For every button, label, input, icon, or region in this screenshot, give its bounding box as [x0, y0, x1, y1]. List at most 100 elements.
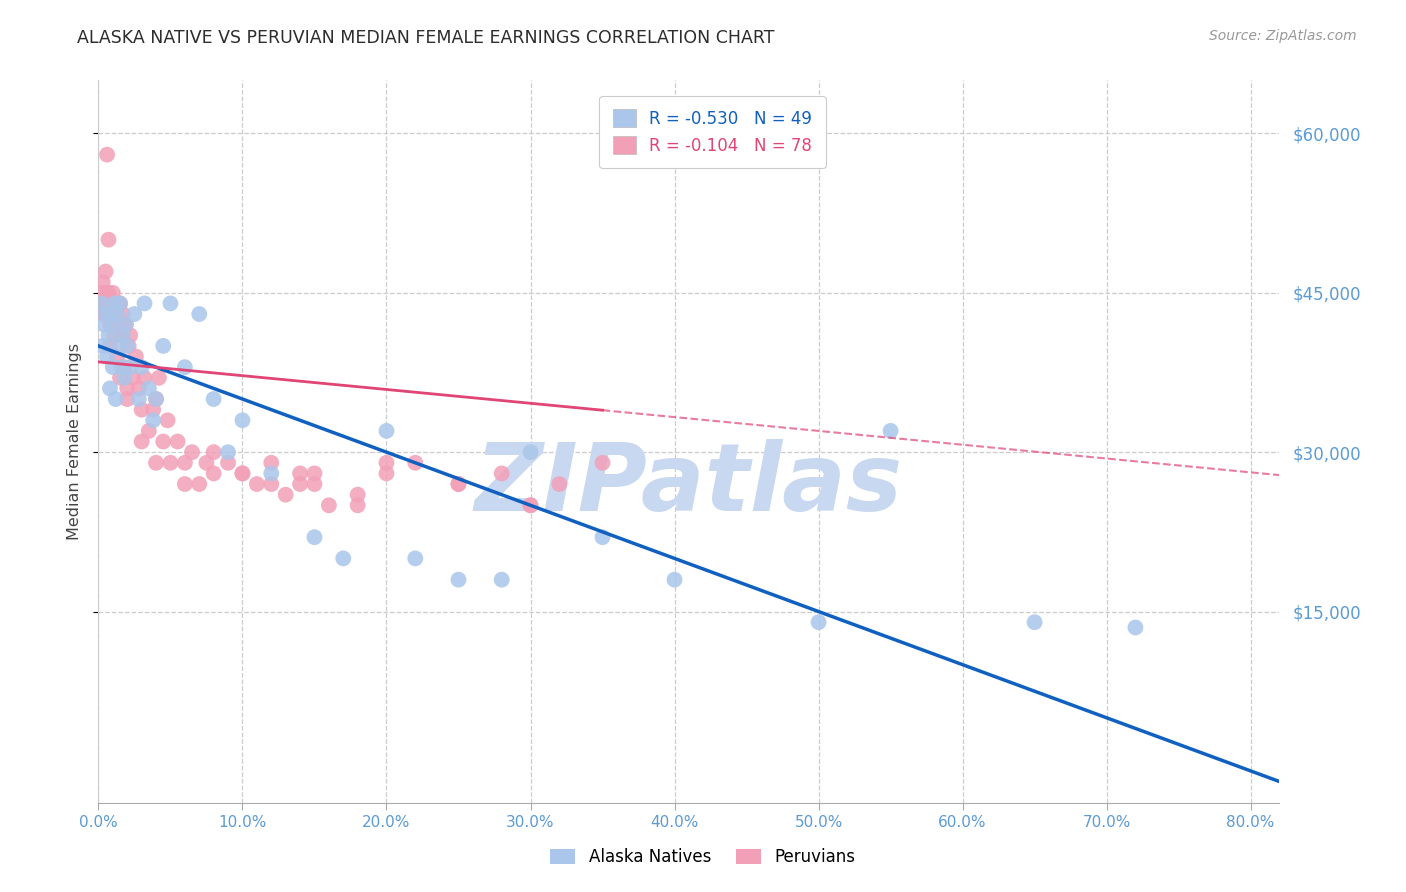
Point	[101, 318, 124, 332]
Point	[111, 307, 134, 321]
Point	[519, 498, 541, 512]
Point	[131, 402, 153, 417]
Point	[93, 318, 115, 332]
Point	[134, 296, 156, 310]
Point	[195, 456, 218, 470]
Point	[98, 381, 121, 395]
Point	[173, 456, 195, 470]
Point	[115, 381, 138, 395]
Point	[447, 573, 470, 587]
Point	[260, 456, 283, 470]
Point	[375, 424, 398, 438]
Point	[118, 339, 141, 353]
Point	[96, 350, 118, 364]
Point	[101, 360, 124, 375]
Point	[173, 360, 195, 375]
Point	[131, 360, 153, 375]
Point	[104, 307, 127, 321]
Point	[159, 456, 181, 470]
Point	[108, 296, 131, 310]
Point	[519, 445, 541, 459]
Point	[375, 456, 398, 470]
Point	[108, 318, 131, 332]
Point	[142, 413, 165, 427]
Point	[202, 392, 225, 406]
Point	[96, 285, 118, 300]
Point	[125, 350, 148, 364]
Point	[173, 477, 195, 491]
Point	[152, 434, 174, 449]
Point	[145, 392, 167, 406]
Point	[105, 350, 128, 364]
Point	[114, 318, 136, 332]
Point	[148, 371, 170, 385]
Point	[103, 296, 125, 310]
Point	[97, 233, 120, 247]
Point	[260, 467, 283, 481]
Point	[188, 307, 211, 321]
Point	[519, 498, 541, 512]
Point	[120, 360, 142, 375]
Point	[491, 573, 513, 587]
Point	[122, 371, 145, 385]
Point	[97, 285, 120, 300]
Point	[288, 477, 311, 491]
Point	[97, 328, 120, 343]
Point	[142, 402, 165, 417]
Point	[217, 445, 239, 459]
Point	[1024, 615, 1046, 630]
Point	[93, 307, 115, 321]
Point	[156, 413, 179, 427]
Point	[128, 392, 150, 406]
Point	[404, 456, 426, 470]
Point	[110, 328, 132, 343]
Point	[100, 296, 122, 310]
Point	[98, 339, 121, 353]
Point	[107, 296, 129, 310]
Point	[447, 477, 470, 491]
Point	[404, 551, 426, 566]
Point	[89, 296, 111, 310]
Point	[90, 296, 112, 310]
Point	[202, 467, 225, 481]
Point	[138, 424, 160, 438]
Point	[120, 328, 142, 343]
Point	[94, 307, 117, 321]
Point	[231, 467, 253, 481]
Point	[131, 434, 153, 449]
Point	[91, 339, 114, 353]
Point	[664, 573, 686, 587]
Point	[96, 147, 118, 161]
Y-axis label: Median Female Earnings: Median Female Earnings	[67, 343, 83, 540]
Point	[159, 296, 181, 310]
Point	[188, 477, 211, 491]
Point	[807, 615, 830, 630]
Point	[107, 339, 129, 353]
Point	[491, 467, 513, 481]
Text: ALASKA NATIVE VS PERUVIAN MEDIAN FEMALE EARNINGS CORRELATION CHART: ALASKA NATIVE VS PERUVIAN MEDIAN FEMALE …	[77, 29, 775, 46]
Point	[152, 339, 174, 353]
Point	[346, 498, 368, 512]
Point	[114, 318, 136, 332]
Point	[108, 371, 131, 385]
Point	[879, 424, 901, 438]
Point	[110, 360, 132, 375]
Point	[111, 328, 134, 343]
Point	[134, 371, 156, 385]
Point	[375, 467, 398, 481]
Point	[592, 530, 614, 544]
Point	[112, 371, 135, 385]
Point	[304, 530, 326, 544]
Point	[105, 307, 128, 321]
Point	[145, 392, 167, 406]
Point	[128, 381, 150, 395]
Point	[288, 467, 311, 481]
Point	[231, 413, 253, 427]
Point	[101, 307, 124, 321]
Point	[100, 307, 122, 321]
Point	[91, 275, 114, 289]
Point	[101, 318, 124, 332]
Point	[274, 488, 297, 502]
Point	[104, 392, 127, 406]
Point	[115, 339, 138, 353]
